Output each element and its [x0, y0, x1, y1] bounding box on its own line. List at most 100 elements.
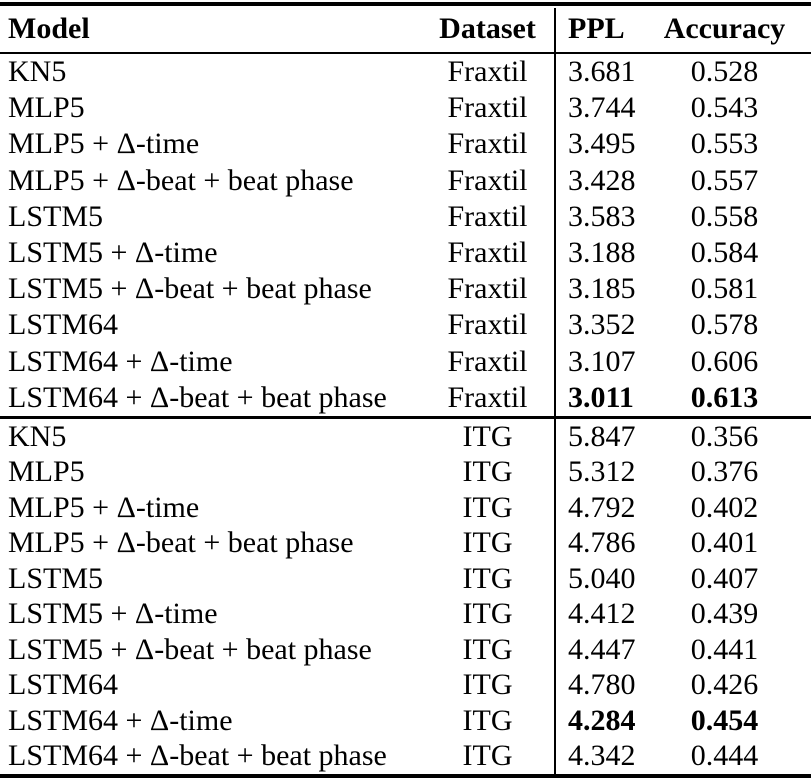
table-row: LSTM64 Fraxtil 3.352 0.578: [0, 307, 811, 343]
dataset-cell: ITG: [462, 668, 513, 702]
model-cell: LSTM5: [8, 561, 104, 595]
model-cell: MLP5 + Δ-beat + beat phase: [8, 163, 354, 197]
ppl-cell: 3.011: [568, 380, 634, 414]
table-row: MLP5 + Δ-beat + beat phase ITG 4.786 0.4…: [0, 525, 811, 561]
accuracy-cell: 0.584: [690, 236, 759, 270]
model-cell: MLP5: [8, 91, 85, 125]
model-cell: LSTM64: [8, 308, 119, 342]
section-divider-rule: [0, 415, 811, 419]
bottom-rule: [0, 773, 811, 778]
model-cell: MLP5 + Δ-time: [8, 127, 200, 161]
accuracy-cell: 0.402: [690, 490, 759, 524]
dataset-cell: ITG: [462, 597, 513, 631]
ppl-cell: 5.312: [568, 455, 636, 489]
column-header-ppl: PPL: [568, 12, 625, 45]
model-cell: LSTM5 + Δ-beat + beat phase: [8, 632, 372, 666]
table-row: LSTM64 + Δ-time ITG 4.284 0.454: [0, 703, 811, 739]
model-cell: LSTM5: [8, 199, 104, 233]
ppl-cell: 4.780: [568, 668, 636, 702]
accuracy-cell: 0.376: [690, 455, 759, 489]
accuracy-cell: 0.557: [690, 163, 759, 197]
column-divider-line: [554, 8, 556, 777]
table-header-row: Model Dataset PPL Accuracy: [0, 6, 811, 52]
model-cell: LSTM64 + Δ-beat + beat phase: [8, 739, 387, 773]
dataset-cell: ITG: [462, 703, 513, 737]
ppl-cell: 4.284: [568, 703, 636, 737]
dataset-cell: ITG: [462, 739, 513, 773]
table-row: MLP5 Fraxtil 3.744 0.543: [0, 90, 811, 126]
accuracy-cell: 0.558: [690, 199, 759, 233]
model-cell: MLP5 + Δ-beat + beat phase: [8, 526, 354, 560]
table-row: MLP5 + Δ-time ITG 4.792 0.402: [0, 490, 811, 526]
model-cell: LSTM5 + Δ-time: [8, 236, 218, 270]
accuracy-cell: 0.439: [690, 597, 759, 631]
accuracy-cell: 0.401: [690, 526, 759, 560]
model-cell: MLP5: [8, 455, 85, 489]
table-row: LSTM64 + Δ-beat + beat phase Fraxtil 3.0…: [0, 380, 811, 416]
accuracy-cell: 0.578: [690, 308, 759, 342]
ppl-cell: 4.447: [568, 632, 636, 666]
ppl-cell: 3.185: [568, 272, 636, 306]
dataset-cell: ITG: [462, 455, 513, 489]
table-row: LSTM64 + Δ-beat + beat phase ITG 4.342 0…: [0, 738, 811, 774]
dataset-cell: Fraxtil: [447, 55, 528, 89]
model-cell: LSTM5 + Δ-beat + beat phase: [8, 272, 372, 306]
dataset-cell: ITG: [462, 526, 513, 560]
table-row: LSTM5 + Δ-time Fraxtil 3.188 0.584: [0, 235, 811, 271]
ppl-cell: 3.744: [568, 91, 636, 125]
section-itg: KN5 ITG 5.847 0.356 MLP5 ITG 5.312 0.376…: [0, 419, 811, 774]
section-fraxtil: KN5 Fraxtil 3.681 0.528 MLP5 Fraxtil 3.7…: [0, 54, 811, 416]
top-rule: [0, 2, 811, 6]
dataset-cell: Fraxtil: [447, 127, 528, 161]
dataset-cell: Fraxtil: [447, 91, 528, 125]
column-header-accuracy: Accuracy: [663, 12, 786, 45]
ppl-cell: 3.188: [568, 236, 636, 270]
table-row: LSTM64 + Δ-time Fraxtil 3.107 0.606: [0, 344, 811, 380]
dataset-cell: Fraxtil: [447, 308, 528, 342]
model-cell: KN5: [8, 419, 67, 453]
ppl-cell: 4.412: [568, 597, 636, 631]
accuracy-cell: 0.528: [690, 55, 759, 89]
table-row: LSTM5 + Δ-time ITG 4.412 0.439: [0, 596, 811, 632]
accuracy-cell: 0.553: [690, 127, 759, 161]
column-header-dataset: Dataset: [439, 12, 536, 45]
model-cell: LSTM64 + Δ-beat + beat phase: [8, 380, 387, 414]
dataset-cell: Fraxtil: [447, 163, 528, 197]
dataset-cell: Fraxtil: [447, 199, 528, 233]
model-cell: LSTM64 + Δ-time: [8, 344, 233, 378]
model-cell: KN5: [8, 55, 67, 89]
table-row: MLP5 + Δ-beat + beat phase Fraxtil 3.428…: [0, 163, 811, 199]
accuracy-cell: 0.613: [690, 380, 759, 414]
accuracy-cell: 0.543: [690, 91, 759, 125]
table-row: MLP5 ITG 5.312 0.376: [0, 454, 811, 490]
dataset-cell: Fraxtil: [447, 344, 528, 378]
accuracy-cell: 0.606: [690, 344, 759, 378]
ppl-cell: 3.495: [568, 127, 636, 161]
ppl-cell: 4.792: [568, 490, 636, 524]
accuracy-cell: 0.426: [690, 668, 759, 702]
dataset-cell: Fraxtil: [447, 236, 528, 270]
dataset-cell: ITG: [462, 419, 513, 453]
ppl-cell: 4.342: [568, 739, 636, 773]
table-row: MLP5 + Δ-time Fraxtil 3.495 0.553: [0, 126, 811, 162]
accuracy-cell: 0.356: [690, 419, 759, 453]
table-row: LSTM5 Fraxtil 3.583 0.558: [0, 199, 811, 235]
ppl-cell: 3.107: [568, 344, 636, 378]
model-cell: LSTM5 + Δ-time: [8, 597, 218, 631]
table-row: LSTM5 ITG 5.040 0.407: [0, 561, 811, 597]
accuracy-cell: 0.407: [690, 561, 759, 595]
dataset-cell: ITG: [462, 632, 513, 666]
ppl-cell: 4.786: [568, 526, 636, 560]
dataset-cell: Fraxtil: [447, 272, 528, 306]
dataset-cell: ITG: [462, 490, 513, 524]
ppl-cell: 3.681: [568, 55, 636, 89]
table-row: LSTM64 ITG 4.780 0.426: [0, 667, 811, 703]
table-row: KN5 ITG 5.847 0.356: [0, 419, 811, 455]
ppl-cell: 5.040: [568, 561, 636, 595]
ppl-cell: 3.428: [568, 163, 636, 197]
dataset-cell: Fraxtil: [447, 380, 528, 414]
table-row: LSTM5 + Δ-beat + beat phase Fraxtil 3.18…: [0, 271, 811, 307]
dataset-cell: ITG: [462, 561, 513, 595]
